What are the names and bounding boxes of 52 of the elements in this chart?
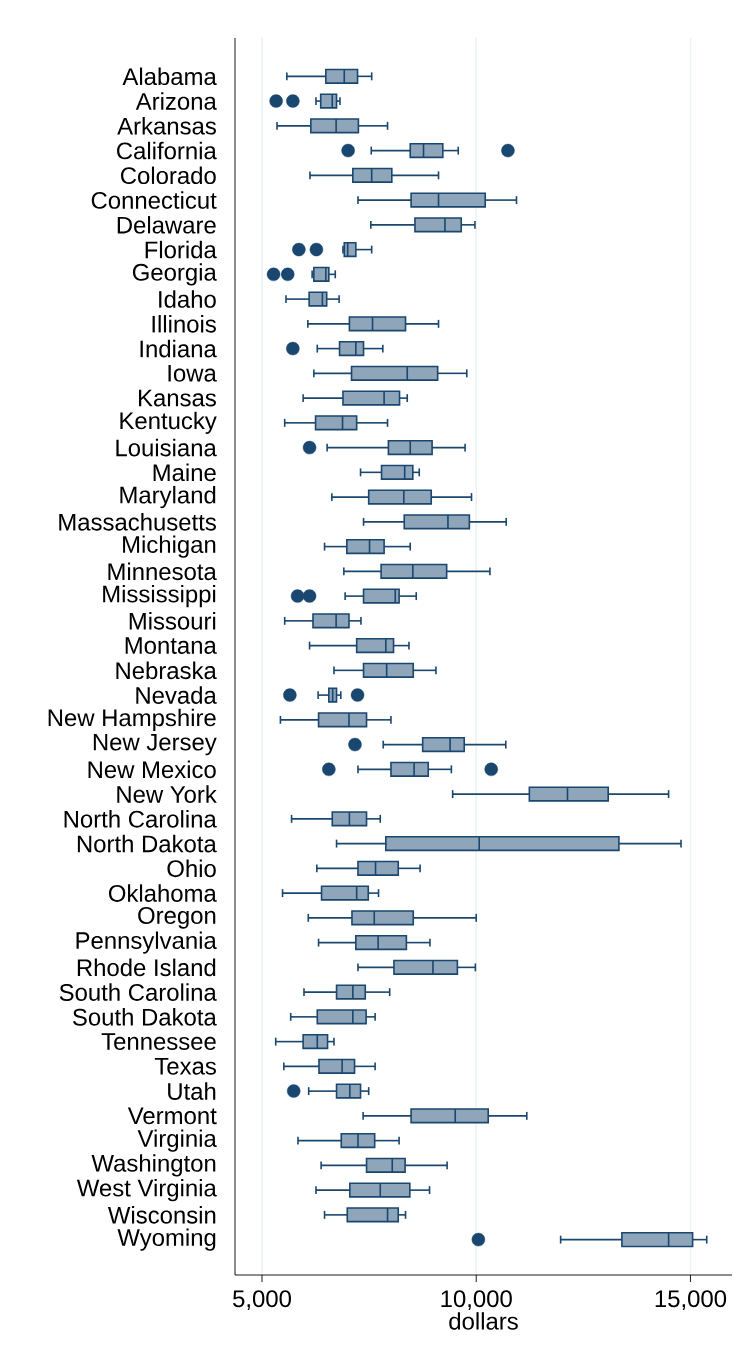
y-tick-label: Connecticut bbox=[91, 191, 217, 209]
y-tick-label: Virginia bbox=[137, 1129, 217, 1152]
y-tick-label: Kansas bbox=[139, 389, 216, 407]
y-tick-label: Alabama bbox=[122, 67, 217, 86]
y-tick-label: Florida bbox=[145, 240, 217, 259]
y-tick-label: Michigan bbox=[123, 535, 216, 558]
y-tick-label: Oregon bbox=[138, 907, 216, 929]
y-tick-label: Missouri bbox=[129, 612, 216, 630]
y-tick-label: Kentucky bbox=[120, 411, 217, 434]
y-tick-label: New Hampshire bbox=[48, 708, 216, 732]
y-tick-label: North Carolina bbox=[64, 810, 217, 828]
x-tick-label: 10,000 bbox=[441, 1290, 512, 1310]
y-tick-label: Ohio bbox=[167, 859, 216, 878]
y-tick-label: New Jersey bbox=[93, 733, 217, 756]
y-tick-label: Arizona bbox=[135, 92, 217, 110]
y-tick-label: Louisiana bbox=[116, 438, 217, 457]
y-tick-label: Illinois bbox=[152, 315, 216, 333]
y-tick-label: Minnesota bbox=[108, 562, 217, 581]
y-tick-label: Texas bbox=[154, 1058, 216, 1075]
y-tick-label: Washington bbox=[91, 1154, 216, 1177]
x-tick-label: 5,000 bbox=[233, 1290, 291, 1310]
y-tick-label: South Dakota bbox=[72, 1008, 217, 1026]
y-tick-label: Nevada bbox=[136, 686, 217, 704]
y-tick-label: Arkansas bbox=[117, 117, 216, 135]
y-tick-label: California bbox=[117, 141, 217, 160]
y-tick-label: Idaho bbox=[159, 290, 216, 308]
y-tick-label: Indiana bbox=[140, 339, 217, 358]
y-tick-label: Delaware bbox=[117, 216, 216, 234]
y-tick-label: Maine bbox=[153, 463, 216, 482]
y-tick-label: Montana bbox=[125, 637, 217, 654]
y-tick-label: Tennessee bbox=[101, 1033, 216, 1050]
y-tick-label: New Mexico bbox=[88, 760, 216, 779]
y-tick-label: Nebraska bbox=[116, 661, 217, 680]
y-tick-label: Oklahoma bbox=[108, 884, 217, 902]
y-tick-label: West Virginia bbox=[76, 1178, 217, 1202]
y-tick-label: Massachusetts bbox=[59, 513, 216, 531]
x-tick-label: 15,000 bbox=[655, 1290, 727, 1310]
y-tick-label: New York bbox=[117, 785, 217, 803]
y-tick-label: Wisconsin bbox=[107, 1206, 216, 1224]
x-axis-title: dollars bbox=[449, 1312, 518, 1330]
y-tick-label: North Dakota bbox=[77, 834, 217, 853]
y-tick-label: Wyoming bbox=[117, 1228, 216, 1251]
y-tick-label: Mississippi bbox=[103, 584, 216, 608]
y-tick-label: Georgia bbox=[132, 263, 217, 286]
y-tick-label: Utah bbox=[168, 1082, 216, 1100]
y-tick-label: South Carolina bbox=[59, 983, 217, 1001]
y-tick-label: Colorado bbox=[120, 166, 216, 185]
y-tick-label: Maryland bbox=[120, 485, 216, 509]
y-tick-label: Rhode Island bbox=[77, 958, 216, 977]
y-tick-label: Pennsylvania bbox=[76, 931, 217, 954]
y-tick-label: Iowa bbox=[168, 365, 217, 382]
y-tick-label: Vermont bbox=[127, 1107, 217, 1125]
